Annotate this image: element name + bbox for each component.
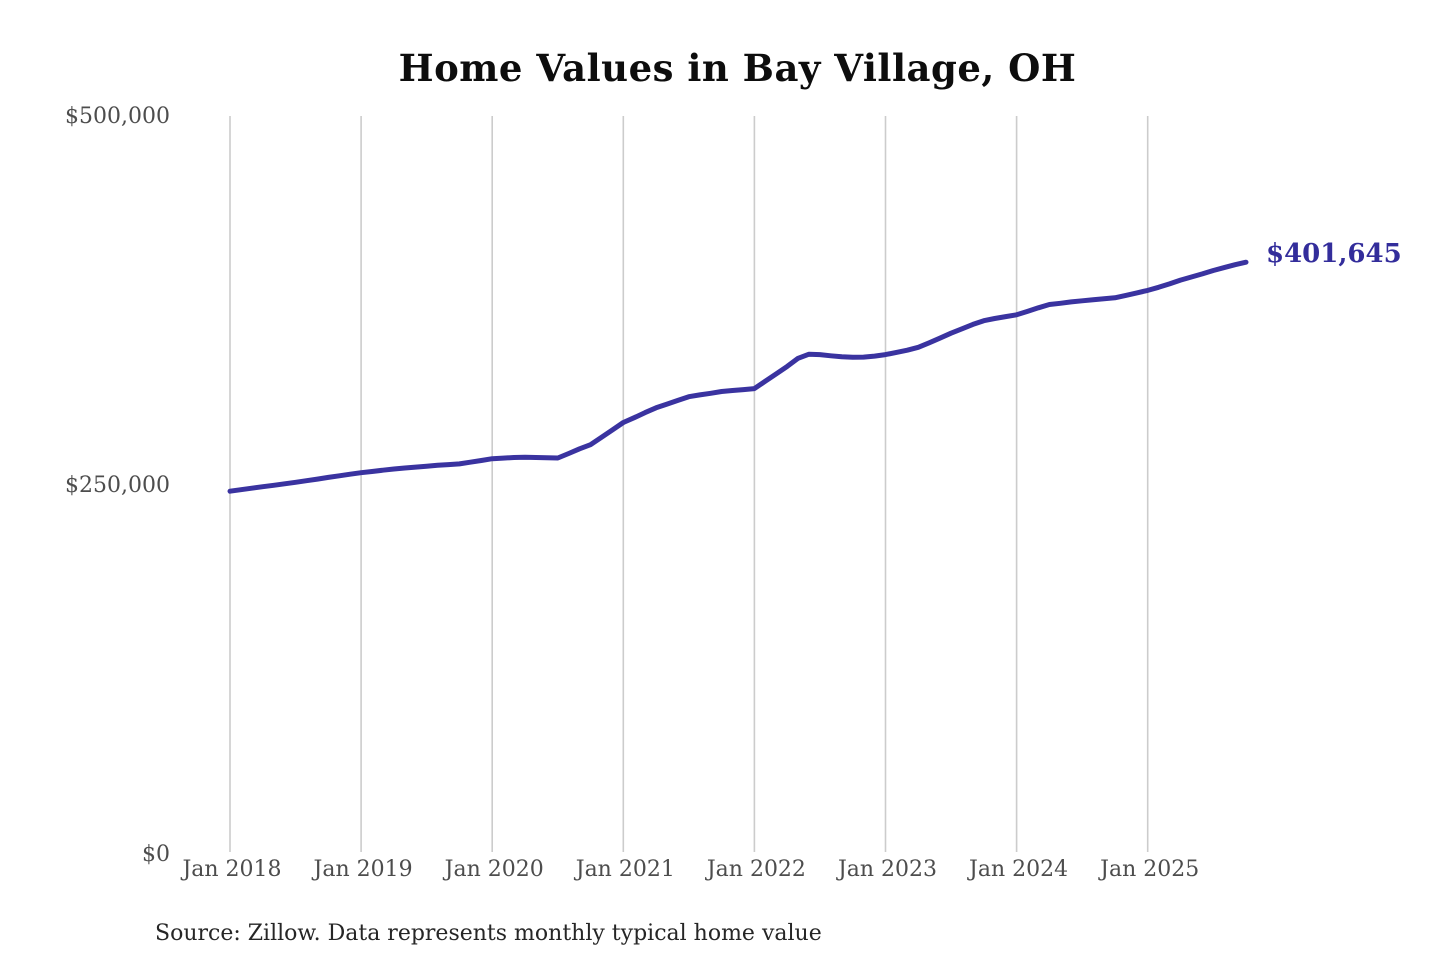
x-axis-tick-label: Jan 2023 [837, 857, 938, 882]
chart-title: Home Values in Bay Village, OH [398, 46, 1077, 90]
x-axis-tick-label: Jan 2018 [182, 857, 282, 882]
x-axis-tick-label: Jan 2024 [969, 857, 1069, 882]
source-note: Source: Zillow. Data represents monthly … [155, 921, 822, 946]
x-axis-tick-label: Jan 2019 [313, 857, 413, 882]
x-axis-tick-label: Jan 2021 [575, 857, 675, 882]
y-axis-tick-label: $250,000 [65, 473, 170, 498]
x-axis-tick-label: Jan 2025 [1100, 857, 1200, 882]
end-value-label: $401,645 [1266, 239, 1402, 269]
x-axis-tick-label: Jan 2022 [706, 857, 806, 882]
y-axis-tick-label: $0 [142, 842, 170, 867]
home-value-line [227, 259, 1249, 494]
y-axis-tick-label: $500,000 [65, 104, 170, 129]
x-axis-tick-label: Jan 2020 [444, 857, 544, 882]
